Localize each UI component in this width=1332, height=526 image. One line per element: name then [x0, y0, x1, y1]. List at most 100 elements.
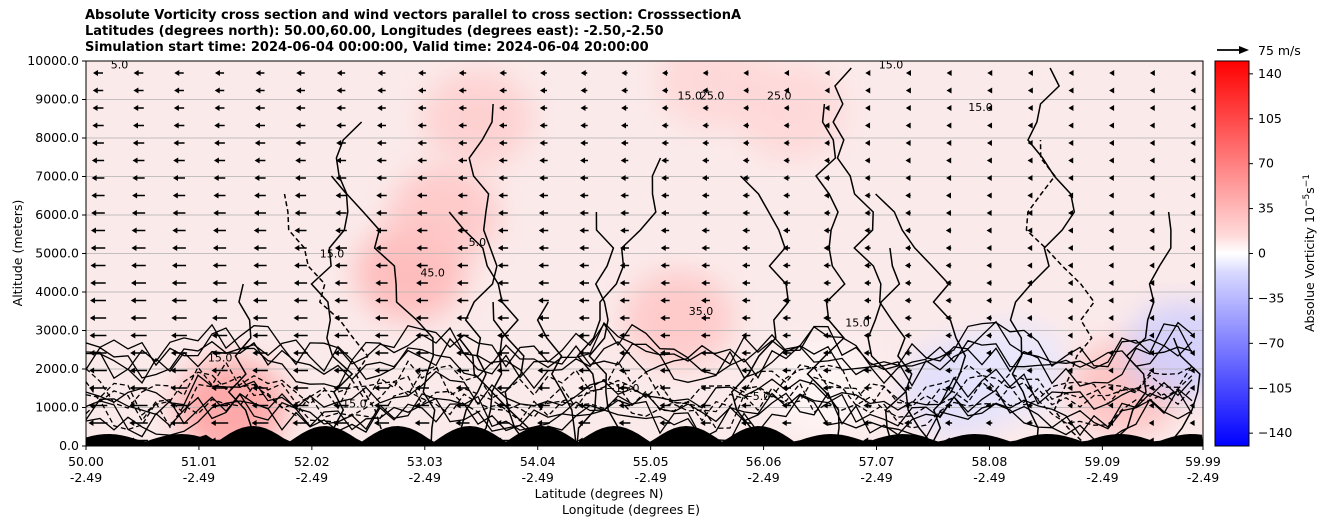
wind-vector-head [742, 175, 748, 181]
wind-vector-head [414, 420, 420, 426]
wind-vector-head [174, 87, 180, 94]
wind-vector-head [1149, 87, 1155, 94]
contour-line [1167, 337, 1201, 446]
wind-vector-head [539, 122, 545, 129]
wind-vector-head [293, 332, 299, 339]
colorbar-tick-label: 35 [1258, 201, 1274, 216]
wind-vector-head [742, 210, 748, 216]
wind-vector-head [1108, 175, 1114, 181]
wind-vector-head [619, 280, 625, 286]
wind-vector-head [577, 420, 583, 426]
colorbar-label-text: Absolue Vorticity 10 [1302, 207, 1317, 332]
wind-vector-head [863, 385, 869, 391]
wind-vector-head [335, 157, 341, 164]
wind-vector-head [377, 87, 383, 94]
wind-vector-head [537, 367, 543, 374]
contour-line [576, 157, 662, 446]
wind-vector-head [660, 245, 666, 251]
wind-vector-head [701, 175, 707, 181]
y-tick-label: 0.0 [59, 438, 79, 453]
wind-vector-head [987, 70, 993, 76]
wind-vector-head [537, 315, 543, 321]
wind-vector-head [1109, 122, 1115, 129]
wind-vector-head [944, 420, 950, 426]
wind-vector-head [618, 385, 624, 391]
wind-vector-head [742, 245, 748, 251]
wind-vector-head [455, 420, 461, 426]
wind-vector-head [211, 402, 217, 409]
wind-vector-head [499, 122, 505, 129]
wind-vector-head [214, 140, 220, 146]
wind-vector-head [742, 140, 748, 146]
wind-vector-head [783, 87, 789, 94]
wind-vector-head [700, 367, 706, 374]
wind-vector-head [1190, 122, 1196, 129]
wind-vector-head [702, 87, 708, 94]
wind-vector-head [823, 297, 829, 304]
wind-vector-head [1067, 402, 1073, 409]
wind-vector-head [701, 245, 707, 251]
wind-vector-head [1189, 280, 1195, 286]
wind-vector-head [88, 402, 94, 409]
wind-vector-head [335, 210, 341, 216]
wind-vector-head [660, 297, 666, 304]
wind-vector-head [294, 192, 300, 199]
y-tick-label: 3000.0 [35, 323, 79, 338]
wind-vector-head [497, 280, 503, 286]
wind-vector-head [171, 297, 177, 304]
wind-vector-head [661, 122, 667, 129]
wind-vector-head [174, 70, 180, 76]
wind-vector-head [1189, 385, 1195, 391]
wind-vector-head [173, 140, 179, 146]
wind-vector-head [783, 122, 789, 129]
wind-vector-head [1108, 297, 1114, 304]
plot-area: 5.045.015.025.025.015.015.015.035.0−15.0… [85, 60, 1204, 447]
vorticity-region-2 [422, 70, 533, 167]
wind-vector-head [619, 367, 625, 374]
wind-vector-head [130, 350, 136, 356]
wind-vector-head [295, 140, 301, 146]
wind-vector-head [540, 70, 546, 76]
wind-vector-head [336, 122, 342, 129]
wind-vector-head [537, 332, 543, 339]
wind-vector-head [905, 70, 911, 76]
wind-vector-head [1148, 402, 1154, 409]
wind-vector-head [1149, 227, 1155, 234]
wind-vector-head [824, 140, 830, 146]
wind-vector-head [496, 385, 502, 391]
wind-vector-head [1068, 192, 1074, 199]
wind-vector-head [1027, 262, 1033, 269]
wind-vector-head [170, 350, 176, 356]
wind-vector-head [904, 402, 910, 409]
wind-vector-head [700, 315, 706, 321]
wind-vector-head [1189, 297, 1195, 304]
wind-vector-head [823, 262, 829, 269]
wind-vector-head [1149, 122, 1155, 129]
wind-vector-head [946, 122, 952, 129]
wind-vector-head [1027, 70, 1033, 76]
wind-vector-head [213, 157, 219, 164]
wind-vector-head [865, 122, 871, 129]
wind-vector-head [741, 332, 747, 339]
wind-vector-head [1190, 70, 1196, 76]
wind-vector-head [987, 87, 993, 94]
wind-vector-head [619, 315, 625, 321]
wind-vector-head [1149, 245, 1155, 251]
wind-vector-head [742, 157, 748, 164]
terrain [86, 426, 1203, 446]
wind-vector-head [539, 87, 545, 94]
wind-vector-head [374, 332, 380, 339]
wind-vector-head [944, 402, 950, 409]
wind-vector-head [580, 122, 586, 129]
x-tick-label-lat: 56.06 [746, 454, 782, 469]
wind-vector-head [620, 245, 626, 251]
wind-vector-head [823, 227, 829, 234]
wind-vector-head [905, 122, 911, 129]
wind-vector-head [824, 157, 830, 164]
wind-vector-head [253, 227, 259, 234]
wind-vector-head [579, 227, 585, 234]
wind-vector-head [296, 70, 302, 76]
wind-vector-head [90, 262, 96, 269]
wind-vector-head [131, 210, 137, 216]
